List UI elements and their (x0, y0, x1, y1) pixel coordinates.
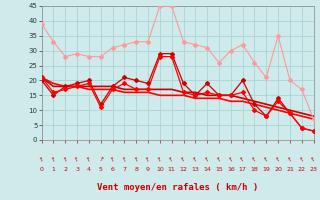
Text: ↑: ↑ (251, 156, 258, 163)
Text: ↑: ↑ (156, 156, 163, 163)
Text: 4: 4 (87, 167, 91, 172)
Text: ↑: ↑ (109, 156, 116, 163)
Text: 11: 11 (168, 167, 176, 172)
Text: 12: 12 (180, 167, 188, 172)
Text: ↑: ↑ (298, 156, 305, 163)
Text: 20: 20 (274, 167, 282, 172)
Text: ↑: ↑ (38, 156, 45, 163)
Text: ↑: ↑ (286, 156, 293, 163)
Text: 7: 7 (122, 167, 126, 172)
Text: 19: 19 (262, 167, 270, 172)
Text: ↑: ↑ (180, 156, 187, 163)
Text: ↑: ↑ (263, 156, 270, 163)
Text: 5: 5 (99, 167, 103, 172)
Text: ↑: ↑ (204, 156, 211, 163)
Text: 22: 22 (298, 167, 306, 172)
Text: 3: 3 (75, 167, 79, 172)
Text: ↑: ↑ (310, 156, 317, 163)
Text: ↑: ↑ (121, 156, 128, 163)
Text: ↑: ↑ (215, 156, 222, 163)
Text: 0: 0 (40, 167, 44, 172)
Text: ↑: ↑ (85, 156, 92, 163)
Text: 8: 8 (134, 167, 138, 172)
Text: 9: 9 (146, 167, 150, 172)
Text: ↑: ↑ (145, 156, 151, 163)
Text: ↑: ↑ (133, 156, 140, 163)
Text: ↑: ↑ (97, 156, 104, 163)
Text: 13: 13 (191, 167, 199, 172)
Text: 14: 14 (203, 167, 211, 172)
Text: ↑: ↑ (239, 156, 246, 163)
Text: ↑: ↑ (168, 156, 175, 163)
Text: ↑: ↑ (227, 156, 234, 163)
Text: 6: 6 (111, 167, 115, 172)
Text: Vent moyen/en rafales ( km/h ): Vent moyen/en rafales ( km/h ) (97, 183, 258, 192)
Text: 21: 21 (286, 167, 294, 172)
Text: 18: 18 (251, 167, 258, 172)
Text: ↑: ↑ (50, 156, 57, 163)
Text: ↑: ↑ (192, 156, 199, 163)
Text: ↑: ↑ (74, 156, 80, 163)
Text: 10: 10 (156, 167, 164, 172)
Text: ↑: ↑ (62, 156, 68, 163)
Text: 17: 17 (239, 167, 247, 172)
Text: 23: 23 (310, 167, 318, 172)
Text: 2: 2 (63, 167, 67, 172)
Text: 1: 1 (52, 167, 55, 172)
Text: 15: 15 (215, 167, 223, 172)
Text: ↑: ↑ (275, 156, 282, 163)
Text: 16: 16 (227, 167, 235, 172)
